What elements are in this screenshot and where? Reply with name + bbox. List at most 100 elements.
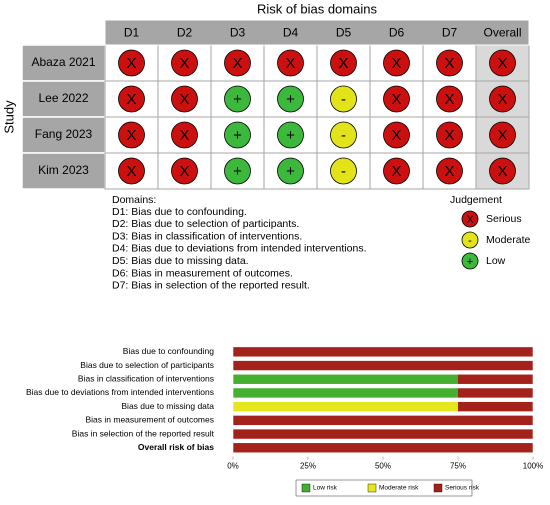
x-tick-label: 0% [227, 462, 239, 471]
note: D1: Bias due to confounding. [112, 206, 247, 218]
legend-dot [461, 210, 479, 228]
study-label: Fang 2023 [35, 127, 93, 141]
category-label: Overall risk of bias [138, 442, 214, 452]
category-label: Bias due to confounding [123, 346, 214, 356]
bar-segment [233, 415, 533, 426]
judgement-dot [118, 49, 145, 77]
category-label: Bias due to selection of participants [80, 360, 214, 370]
study-cell [21, 152, 106, 190]
bar-outline [232, 428, 534, 440]
judgement-dot [277, 85, 304, 113]
judgement-dot [330, 49, 357, 77]
study-cell [21, 80, 106, 118]
bar-outline [232, 387, 534, 399]
column-header: D4 [283, 26, 299, 40]
judgement-dot [171, 49, 198, 77]
legend-symbol: X [466, 214, 474, 226]
judgement-symbol: X [126, 55, 136, 72]
judgement-dot [330, 157, 357, 185]
judgement-dot [224, 49, 251, 77]
note: D7: Bias in selection of the reported re… [112, 280, 310, 292]
judgement-dot [489, 121, 516, 149]
header-row [105, 20, 529, 45]
judgement-symbol: - [341, 91, 346, 108]
bar-segment [458, 401, 533, 412]
legend-label: Low [486, 255, 506, 267]
judgement-symbol: X [444, 127, 454, 144]
bar-segment [233, 360, 533, 371]
judgement-symbol: X [391, 55, 401, 72]
judgement-symbol: - [341, 127, 346, 144]
judgement-dot [118, 157, 145, 185]
judgement-symbol: X [179, 91, 189, 108]
y-axis-label: Study [1, 100, 16, 134]
bar-outline [232, 360, 534, 371]
bar-segment [458, 387, 533, 398]
judgement-symbol: + [233, 163, 242, 180]
judgement-dot [383, 49, 410, 77]
judgement-symbol: X [497, 55, 507, 72]
legend-symbol: - [468, 235, 472, 247]
judgement-symbol: X [391, 127, 401, 144]
bar-outline [232, 401, 534, 412]
legend-label: Low risk [313, 485, 338, 492]
study-cell [21, 44, 106, 82]
judgement-dot [224, 121, 251, 149]
legend-dot [461, 231, 479, 249]
legend-title: Judgement [450, 194, 502, 206]
x-tick-label: 25% [300, 462, 316, 471]
judgement-dot [489, 49, 516, 77]
legend-swatch [433, 483, 443, 493]
note: D6: Bias in measurement of outcomes. [112, 267, 293, 279]
judgement-symbol: X [232, 55, 242, 72]
column-header: D6 [389, 26, 405, 40]
judgement-symbol: X [497, 163, 507, 180]
judgement-dot [330, 85, 357, 113]
judgement-symbol: X [391, 91, 401, 108]
judgement-symbol: X [179, 55, 189, 72]
judgement-symbol: X [444, 55, 454, 72]
judgement-symbol: + [286, 127, 295, 144]
judgement-dot [383, 121, 410, 149]
bar-segment [233, 401, 458, 412]
column-header: D5 [336, 26, 352, 40]
judgement-symbol: X [126, 163, 136, 180]
judgement-dot [489, 85, 516, 113]
bar-segment [233, 374, 458, 385]
bar-outline [232, 415, 534, 426]
legend-symbol: + [467, 256, 473, 268]
judgement-symbol: X [391, 163, 401, 180]
study-label: Kim 2023 [38, 163, 89, 177]
judgement-symbol: + [286, 91, 295, 108]
judgement-dot [436, 121, 463, 149]
bar-segment [233, 346, 533, 357]
legend-dot [461, 252, 479, 270]
study-label: Abaza 2021 [31, 55, 95, 69]
notes-title: Domains: [112, 194, 156, 206]
judgement-dot [383, 157, 410, 185]
category-label: Bias in selection of the reported result [72, 428, 215, 438]
study-label: Lee 2022 [38, 91, 88, 105]
bar-outline [232, 346, 534, 358]
x-tick-label: 75% [450, 462, 466, 471]
judgement-symbol: X [338, 55, 348, 72]
category-label: Bias due to missing data [121, 401, 214, 411]
judgement-dot [277, 121, 304, 149]
legend-box [295, 479, 473, 497]
judgement-symbol: + [233, 127, 242, 144]
judgement-dot [118, 121, 145, 149]
judgement-dot [171, 157, 198, 185]
judgement-symbol: X [179, 127, 189, 144]
judgement-dot [171, 85, 198, 113]
legend-label: Serious [486, 213, 522, 225]
x-tick-label: 50% [375, 462, 391, 471]
judgement-dot [277, 157, 304, 185]
x-tick-label: 100% [523, 462, 543, 471]
category-label: Bias due to deviations from intended int… [26, 387, 214, 397]
judgement-dot [171, 121, 198, 149]
judgement-dot [224, 85, 251, 113]
column-header: D1 [124, 26, 140, 40]
judgement-symbol: X [126, 127, 136, 144]
bar-segment [233, 429, 533, 440]
